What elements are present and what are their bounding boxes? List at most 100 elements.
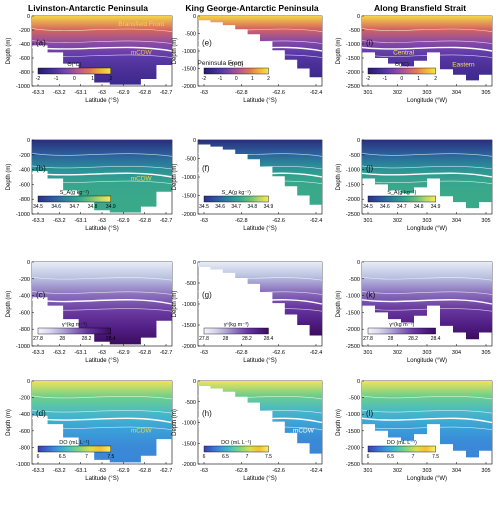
x-tick-label: -63.3 [32, 468, 45, 474]
annotation-label: Peninsula Front [198, 60, 244, 67]
colorbar-tick-label: 34.6 [51, 204, 61, 210]
y-tick-label: 0 [193, 138, 196, 144]
y-tick-label: -1500 [346, 182, 360, 188]
y-tick-label: -2500 [346, 344, 360, 350]
y-tick-label: -1500 [182, 441, 196, 447]
colorbar-tick-label: 34.6 [215, 204, 225, 210]
x-tick-label: 303 [422, 350, 431, 356]
colorbar-tick-label: 6 [37, 454, 40, 460]
x-tick-label: -63.2 [53, 468, 66, 474]
y-axis-label: Depth (m) [172, 409, 178, 436]
contour-line [361, 153, 493, 157]
colorbar-tick-label: -1 [218, 76, 223, 82]
y-tick-label: -400 [19, 168, 30, 174]
colorbar-tick-label: 0 [73, 76, 76, 82]
section-field [32, 262, 172, 345]
contour-line [31, 153, 173, 157]
y-tick-label: -1000 [182, 302, 196, 308]
colorbar-tick-label: 2 [267, 76, 270, 82]
isoline-bold [31, 417, 173, 424]
colorbar-tick-label: 28.4 [106, 336, 116, 342]
colorbar-label: Θ(°C) [229, 62, 243, 68]
y-tick-label: -400 [19, 294, 30, 300]
contour-line [197, 165, 323, 170]
x-tick-label: -62.9 [117, 90, 130, 96]
y-tick-label: -2000 [346, 70, 360, 76]
contour-line [361, 165, 493, 170]
x-tick-label: -63.3 [32, 218, 45, 224]
x-tick-label: 302 [393, 468, 402, 474]
y-tick-label: -2000 [182, 344, 196, 350]
colorbar [37, 195, 112, 203]
colorbar-tick-label: 34.8 [247, 204, 257, 210]
colorbar-label: DO (mL L⁻¹) [221, 440, 251, 446]
contour-lines [197, 276, 323, 312]
y-tick-label: -2500 [346, 462, 360, 468]
contour-line [361, 180, 493, 184]
x-tick-label: -63 [98, 218, 106, 224]
y-tick-label: -600 [19, 429, 30, 435]
y-axis-label: Depth (m) [6, 164, 12, 191]
y-tick-label: -2000 [346, 197, 360, 203]
colorbar-tick-label: 34.7 [397, 204, 407, 210]
x-tick-label: -62.4 [310, 350, 323, 356]
x-axis-label: Latitude (°S) [243, 98, 276, 104]
panel-label: (b) [36, 164, 46, 173]
isoline-bold [361, 417, 493, 424]
y-tick-label: -1500 [346, 310, 360, 316]
x-axis-label: Latitude (°S) [243, 226, 276, 232]
isoline-bold [197, 172, 323, 178]
colorbar-tick-label: 27.8 [199, 336, 209, 342]
panel-d: (d) 0 -200 -400 -600 -800 -1000 Depth (m) -63.3 -… [6, 379, 173, 482]
colorbar-tick-label: 34.9 [264, 204, 274, 210]
panel-label: (i) [366, 38, 373, 47]
colorbar-label: γⁿ(kg m⁻³) [389, 321, 414, 328]
y-tick-label: -200 [19, 28, 30, 34]
colorbar-label: S_A(g kg⁻¹) [222, 190, 251, 196]
x-tick-label: -63 [98, 350, 106, 356]
contour-line [197, 276, 323, 281]
colorbar-label: S_A(g kg⁻¹) [60, 190, 89, 196]
contour-line [197, 291, 323, 295]
annotation-label: Eastern [452, 61, 475, 68]
x-tick-label: -63 [200, 350, 208, 356]
contour-lines [361, 153, 493, 184]
colorbar-tick-label: 28.2 [408, 336, 418, 342]
x-axis-label: Latitude (°S) [85, 476, 118, 482]
annotation-label: mCDW [131, 176, 153, 183]
y-tick-label: -600 [19, 182, 30, 188]
y-axis-label: Depth (m) [172, 291, 178, 318]
x-tick-label: -62.4 [310, 90, 323, 96]
panel-b: (b) 0 -200 -400 -600 -800 -1000 Depth (m) -63.3 -… [6, 138, 173, 232]
y-tick-label: -1500 [182, 67, 196, 73]
x-axis-label: Longitude (°W) [407, 98, 447, 104]
y-axis-label: Depth (m) [336, 38, 342, 65]
y-tick-label: 0 [193, 14, 196, 20]
y-tick-label: -2500 [346, 84, 360, 90]
colorbar-tick-label: 2 [434, 76, 437, 82]
panel-i: (i) 0 -500 -1000 -1500 -2000 -2500 Depth (m) 301… [336, 14, 493, 104]
y-tick-label: -500 [185, 32, 196, 38]
panel-l: (l) 0 -500 -1000 -1500 -2000 -2500 Depth (m) 301… [336, 379, 493, 482]
annotation-label: Central [393, 50, 415, 57]
contour-line [197, 180, 323, 184]
panel-label: (j) [366, 164, 373, 173]
x-tick-label: -63 [200, 468, 208, 474]
colorbar-tick-label: 28 [223, 336, 229, 342]
section-field [198, 262, 322, 336]
x-tick-label: -62.8 [138, 350, 151, 356]
contour-line [361, 409, 493, 414]
colorbar-tick-label: 34.8 [414, 204, 424, 210]
colorbar-tick-label: -1 [383, 76, 388, 82]
x-tick-label: -62.4 [310, 218, 323, 224]
y-tick-label: -2000 [346, 327, 360, 333]
contour-line [361, 307, 493, 312]
y-tick-label: -1000 [16, 212, 30, 218]
colorbar-label: DO (mL L⁻¹) [387, 440, 417, 446]
x-tick-label: -62.8 [235, 350, 248, 356]
isoline-bold [197, 299, 323, 305]
y-axis-label: Depth (m) [172, 38, 178, 65]
y-tick-label: -1500 [182, 323, 196, 329]
y-axis-label: Depth (m) [336, 291, 342, 318]
